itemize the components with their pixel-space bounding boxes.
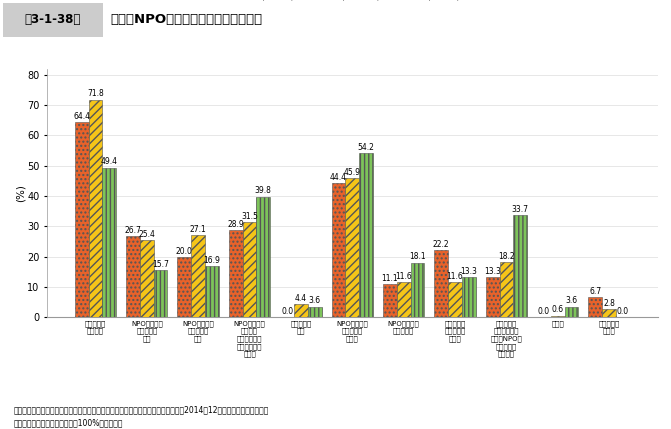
Text: 第3-1-38図: 第3-1-38図	[25, 13, 81, 26]
Text: 6.7: 6.7	[589, 287, 601, 296]
Y-axis label: (%): (%)	[15, 184, 25, 202]
Text: 25.4: 25.4	[138, 230, 155, 239]
Text: 27.1: 27.1	[190, 225, 207, 234]
Text: 31.5: 31.5	[241, 211, 258, 221]
Bar	[397, 282, 411, 317]
Bar	[448, 282, 462, 317]
Text: 13.3: 13.3	[460, 267, 477, 276]
Text: 39.8: 39.8	[255, 187, 272, 196]
Text: 49.4: 49.4	[101, 157, 117, 166]
Text: 11.6: 11.6	[447, 272, 464, 281]
Text: 44.4: 44.4	[330, 172, 347, 181]
Text: 4.4: 4.4	[295, 294, 307, 303]
Bar	[383, 284, 397, 317]
Text: （注）複数回答のため、合計は100%を超える。: （注）複数回答のため、合計は100%を超える。	[13, 418, 123, 427]
Bar	[331, 183, 346, 317]
Bar	[434, 250, 448, 317]
Text: 0.6: 0.6	[552, 305, 564, 314]
Text: 33.7: 33.7	[512, 205, 529, 214]
Text: 事業型NPO法人に対する支援の難しさ: 事業型NPO法人に対する支援の難しさ	[111, 13, 263, 26]
Text: 資料：中小企業庁委託「地域金融機関の中小企業への支援の実態に関する調査」（2014年12月、ランドブレイン㈱）: 資料：中小企業庁委託「地域金融機関の中小企業への支援の実態に関する調査」（201…	[13, 405, 269, 414]
Text: 0.0: 0.0	[538, 307, 550, 316]
Text: 54.2: 54.2	[358, 143, 374, 152]
Text: 16.9: 16.9	[203, 256, 220, 265]
Bar	[102, 168, 116, 317]
Text: 64.4: 64.4	[73, 112, 90, 121]
Bar	[513, 215, 527, 317]
Text: 18.1: 18.1	[409, 252, 425, 261]
Bar	[154, 270, 168, 317]
Text: 18.2: 18.2	[498, 252, 515, 261]
Bar	[411, 263, 424, 317]
Text: 26.7: 26.7	[125, 226, 142, 235]
Text: 20.0: 20.0	[176, 247, 193, 256]
Bar	[126, 236, 140, 317]
Text: 3.6: 3.6	[566, 296, 578, 305]
Bar	[205, 266, 219, 317]
Text: 2.8: 2.8	[603, 299, 615, 308]
Bar	[359, 153, 373, 317]
Text: 13.3: 13.3	[484, 267, 501, 276]
Text: 28.9: 28.9	[227, 220, 244, 229]
Text: 11.6: 11.6	[395, 272, 412, 281]
Bar	[294, 304, 308, 317]
Bar	[486, 277, 499, 317]
Bar	[551, 316, 565, 317]
Text: 11.1: 11.1	[382, 274, 398, 283]
Bar	[462, 277, 476, 317]
Bar	[565, 307, 578, 317]
Bar	[229, 230, 243, 317]
Text: 0.0: 0.0	[281, 307, 293, 316]
Text: 71.8: 71.8	[87, 89, 104, 98]
Text: 0.0: 0.0	[617, 307, 629, 316]
Bar	[140, 240, 154, 317]
Bar	[588, 297, 603, 317]
Bar	[74, 122, 89, 317]
Text: 15.7: 15.7	[152, 260, 169, 269]
Bar	[243, 222, 256, 317]
Bar	[603, 309, 616, 317]
Bar	[177, 257, 191, 317]
Bar	[346, 178, 359, 317]
Bar	[191, 235, 205, 317]
Text: 45.9: 45.9	[344, 168, 361, 177]
Text: 3.6: 3.6	[309, 296, 321, 305]
Text: 22.2: 22.2	[433, 240, 450, 249]
FancyBboxPatch shape	[3, 3, 103, 37]
Bar	[256, 196, 270, 317]
Bar	[308, 307, 321, 317]
Bar	[89, 100, 102, 317]
Bar	[499, 262, 513, 317]
